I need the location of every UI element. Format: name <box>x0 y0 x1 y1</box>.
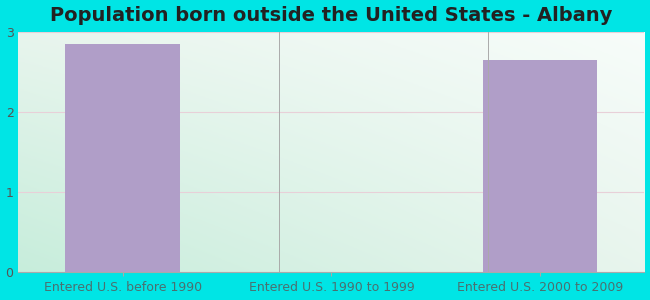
Bar <box>66 44 180 272</box>
Bar <box>483 60 597 272</box>
Title: Population born outside the United States - Albany: Population born outside the United State… <box>50 6 612 25</box>
